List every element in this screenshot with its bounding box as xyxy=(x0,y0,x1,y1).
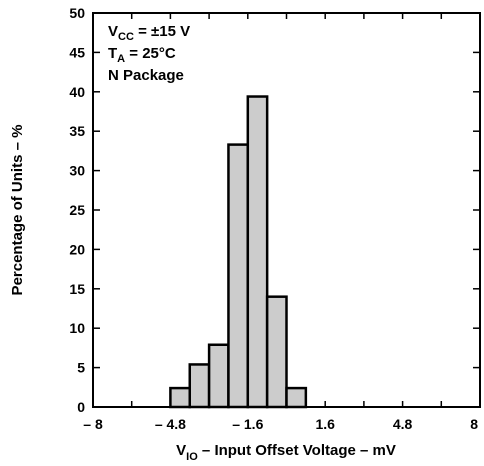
plot-frame xyxy=(92,12,481,408)
y-tick-label-1: 5 xyxy=(77,360,85,376)
x-tick-label-4: 4.8 xyxy=(393,416,413,432)
y-tick-label-6: 30 xyxy=(69,163,85,179)
x-tick-labels: – 8 – 4.8 – 1.6 1.6 4.8 8 xyxy=(83,416,478,432)
y-tick-label-2: 10 xyxy=(69,320,85,336)
y-tick-label-8: 40 xyxy=(69,84,85,100)
y-tick-label-4: 20 xyxy=(69,241,85,257)
y-tick-label-0: 0 xyxy=(77,399,85,415)
package-condition: N Package xyxy=(108,67,184,84)
y-tick-label-3: 15 xyxy=(69,281,85,297)
y-tick-labels: 0 5 10 15 20 25 30 35 40 45 50 xyxy=(69,5,85,415)
histogram-bar-5 xyxy=(265,295,288,409)
histogram-bar-1 xyxy=(188,363,211,409)
histogram-bar-3 xyxy=(227,143,250,409)
y-tick-label-10: 50 xyxy=(69,5,85,21)
x-tick-label-3: 1.6 xyxy=(315,416,335,432)
histogram-bar-2 xyxy=(207,343,230,409)
x-tick-label-5: 8 xyxy=(470,416,478,432)
y-tick-label-7: 35 xyxy=(69,123,85,139)
y-axis-title: Percentage of Units – % xyxy=(9,125,26,296)
histogram-bars xyxy=(169,95,308,409)
x-axis-title: VIO – Input Offset Voltage – mV xyxy=(176,442,396,463)
conditions-box: VCC = ±15 V TA = 25°C N Package xyxy=(108,23,190,84)
ta-condition: TA = 25°C xyxy=(108,45,176,65)
y-tick-label-9: 45 xyxy=(69,44,85,60)
x-tick-label-1: – 4.8 xyxy=(155,416,186,432)
histogram-bar-6 xyxy=(285,386,308,409)
x-tick-label-2: – 1.6 xyxy=(232,416,263,432)
y-tick-label-5: 25 xyxy=(69,202,85,218)
vcc-condition: VCC = ±15 V xyxy=(108,23,190,43)
histogram-bar-4 xyxy=(246,95,269,409)
x-tick-label-0: – 8 xyxy=(83,416,103,432)
histogram-bar-0 xyxy=(169,386,191,409)
